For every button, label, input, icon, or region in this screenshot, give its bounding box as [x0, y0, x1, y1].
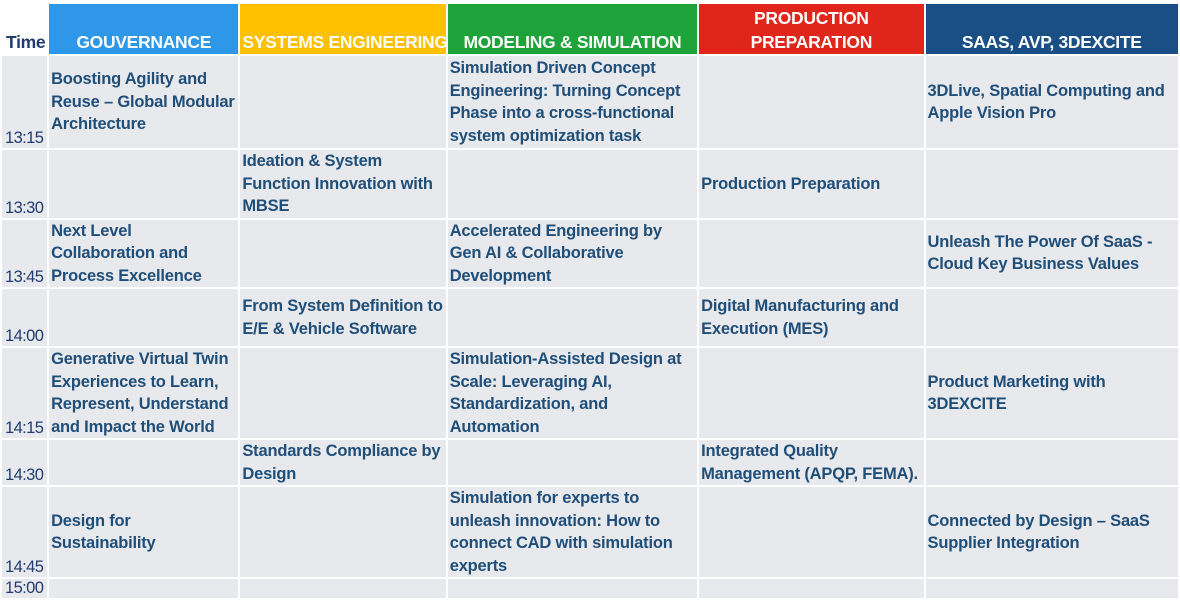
session-cell: [240, 487, 446, 577]
session-cell: [447, 440, 698, 485]
session-cell: [447, 150, 698, 218]
session-cell: Next Level Collaboration and Process Exc…: [49, 219, 239, 287]
time-cell: 13:45: [2, 219, 48, 287]
time-header: Time: [2, 4, 48, 54]
schedule-row: 14:00 From System Definition to E/E & Ve…: [2, 289, 1178, 346]
session-cell: Ideation & System Function Innovation wi…: [240, 150, 446, 218]
session-cell: [49, 579, 239, 598]
session-cell: 3DLive, Spatial Computing and Apple Visi…: [925, 56, 1178, 148]
session-cell: [925, 440, 1178, 485]
time-cell: 14:30: [2, 440, 48, 485]
session-cell: [447, 579, 698, 598]
track-header-saas: SAAS, AVP, 3DEXCITE: [925, 4, 1178, 54]
session-cell: Generative Virtual Twin Experiences to L…: [49, 348, 239, 438]
time-cell: 15:00: [2, 579, 48, 598]
session-cell: Simulation Driven Concept Engineering: T…: [447, 56, 698, 148]
schedule-row: 14:45 Design for Sustainability Simulati…: [2, 487, 1178, 577]
session-cell: [699, 487, 924, 577]
time-cell: 14:00: [2, 289, 48, 346]
session-cell: [699, 219, 924, 287]
track-header-modeling-simulation: MODELING & SIMULATION: [447, 4, 698, 54]
schedule-row: 13:30 Ideation & System Function Innovat…: [2, 150, 1178, 218]
session-cell: [49, 289, 239, 346]
session-cell: [925, 579, 1178, 598]
track-header-gouvernance: GOUVERNANCE: [49, 4, 239, 54]
session-cell: Simulation for experts to unleash innova…: [447, 487, 698, 577]
session-cell: Digital Manufacturing and Execution (MES…: [699, 289, 924, 346]
schedule-row: 14:30 Standards Compliance by Design Int…: [2, 440, 1178, 485]
session-cell: [699, 348, 924, 438]
session-cell: [240, 579, 446, 598]
session-cell: Product Marketing with 3DEXCITE: [925, 348, 1178, 438]
track-header-production-preparation: PRODUCTION PREPARATION: [699, 4, 924, 54]
session-cell: [925, 289, 1178, 346]
session-cell: Connected by Design – SaaS Supplier Inte…: [925, 487, 1178, 577]
session-cell: [447, 289, 698, 346]
time-cell: 14:45: [2, 487, 48, 577]
session-cell: Simulation-Assisted Design at Scale: Lev…: [447, 348, 698, 438]
session-cell: Unleash The Power Of SaaS - Cloud Key Bu…: [925, 219, 1178, 287]
session-cell: Accelerated Engineering by Gen AI & Coll…: [447, 219, 698, 287]
header-row: Time GOUVERNANCE SYSTEMS ENGINEERING MOD…: [2, 4, 1178, 54]
session-cell: [699, 56, 924, 148]
session-cell: [240, 219, 446, 287]
session-cell: From System Definition to E/E & Vehicle …: [240, 289, 446, 346]
session-cell: Production Preparation: [699, 150, 924, 218]
track-header-systems-engineering: SYSTEMS ENGINEERING: [240, 4, 446, 54]
session-cell: [240, 348, 446, 438]
time-cell: 14:15: [2, 348, 48, 438]
schedule-row: 13:45 Next Level Collaboration and Proce…: [2, 219, 1178, 287]
schedule-row: 15:00: [2, 579, 1178, 598]
session-cell: Standards Compliance by Design: [240, 440, 446, 485]
session-cell: Boosting Agility and Reuse – Global Modu…: [49, 56, 239, 148]
session-cell: [240, 56, 446, 148]
session-cell: [699, 579, 924, 598]
session-cell: [49, 440, 239, 485]
time-cell: 13:15: [2, 56, 48, 148]
time-cell: 13:30: [2, 150, 48, 218]
session-cell: [49, 150, 239, 218]
session-cell: Design for Sustainability: [49, 487, 239, 577]
session-cell: Integrated Quality Management (APQP, FEM…: [699, 440, 924, 485]
schedule-row: 13:15 Boosting Agility and Reuse – Globa…: [2, 56, 1178, 148]
session-cell: [925, 150, 1178, 218]
schedule-row: 14:15 Generative Virtual Twin Experience…: [2, 348, 1178, 438]
